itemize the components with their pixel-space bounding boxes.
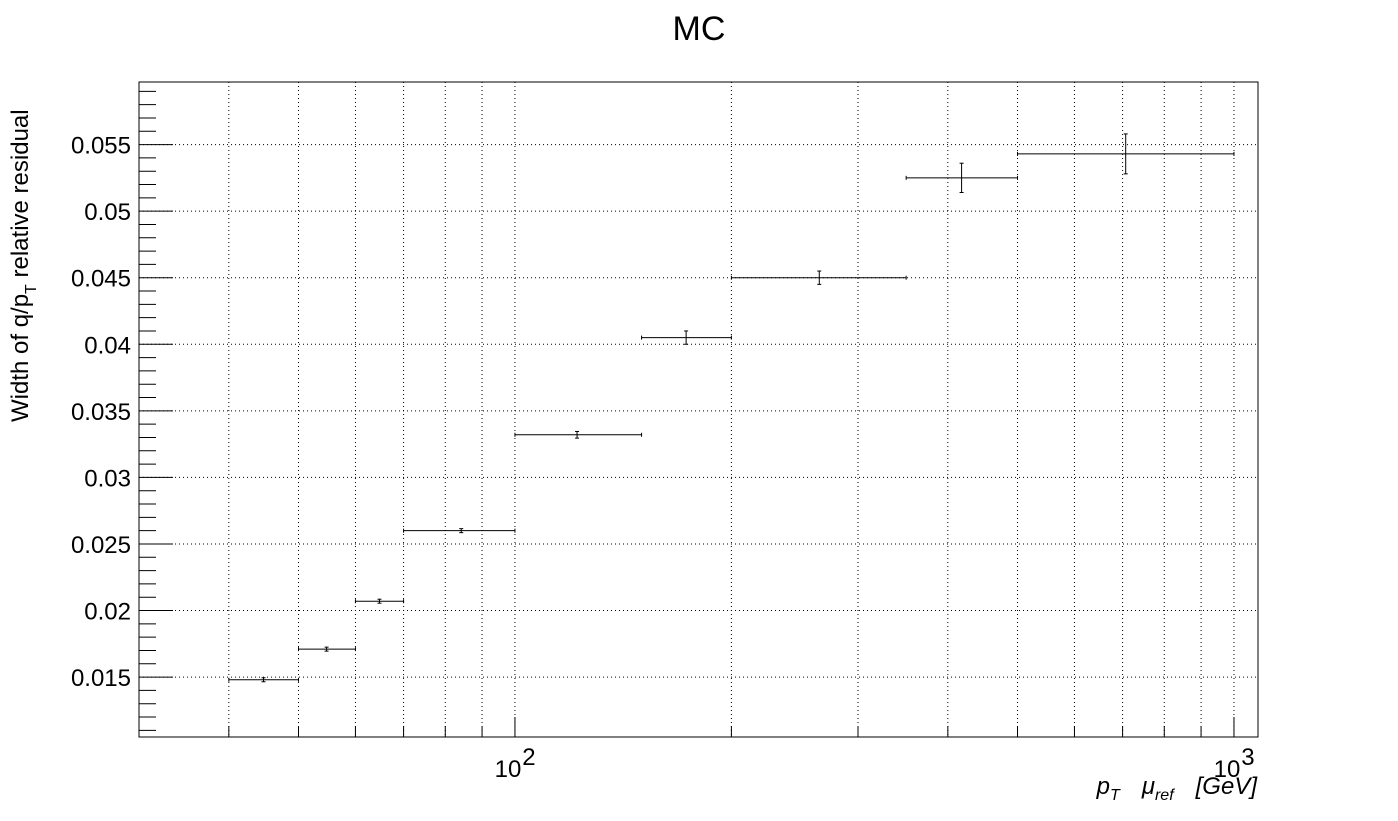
grid	[138, 82, 1258, 737]
data-points	[228, 133, 1235, 683]
data-point	[298, 646, 356, 652]
x-tick-label: 10	[1214, 756, 1241, 783]
y-tick-label: 0.025	[71, 532, 131, 559]
y-tick-label: 0.05	[84, 199, 131, 226]
data-point	[354, 598, 405, 604]
x-axis-label-p: p	[1096, 773, 1110, 800]
y-axis-label-sub: T	[23, 284, 40, 294]
data-point	[641, 330, 732, 345]
x-tick-label-exponent: 2	[522, 744, 535, 771]
y-tick-labels: 0.015 0.02 0.025 0.03 0.035 0.04 0.045 0.05 0.05…	[71, 133, 131, 693]
data-point	[403, 528, 516, 534]
x-axis-label-unit: [GeV]	[1195, 773, 1259, 800]
x-axis-label-mu-sub: ref	[1155, 787, 1175, 804]
y-tick-label: 0.035	[71, 399, 131, 426]
x-tick-label: 10	[495, 756, 522, 783]
plot-frame	[138, 81, 1259, 738]
y-axis-label-rest: relative residual	[7, 109, 34, 284]
y-tick-label: 0.015	[71, 665, 131, 692]
chart-title: MC	[673, 10, 726, 48]
y-tick-label: 0.04	[84, 332, 131, 359]
y-tick-label: 0.055	[71, 133, 131, 160]
data-point	[514, 430, 643, 439]
data-point	[730, 270, 907, 285]
data-point	[228, 677, 300, 683]
x-tick-labels: 10 2 10 3	[495, 744, 1255, 783]
x-tick-label-exponent: 3	[1241, 744, 1254, 771]
y-tick-label: 0.03	[84, 465, 131, 492]
axis-ticks	[138, 90, 1235, 737]
y-axis-label: Width of q/pT relative residual	[7, 109, 40, 422]
y-tick-label: 0.045	[71, 266, 131, 293]
data-point	[905, 162, 1019, 193]
x-axis-label: pT μref [GeV]	[1096, 773, 1259, 804]
x-axis-label-p-sub: T	[1110, 787, 1121, 804]
data-point	[1017, 133, 1235, 175]
x-axis-label-mu: μ	[1141, 773, 1155, 800]
y-axis-label-main: Width of q/p	[7, 294, 34, 422]
y-tick-label: 0.02	[84, 599, 131, 626]
